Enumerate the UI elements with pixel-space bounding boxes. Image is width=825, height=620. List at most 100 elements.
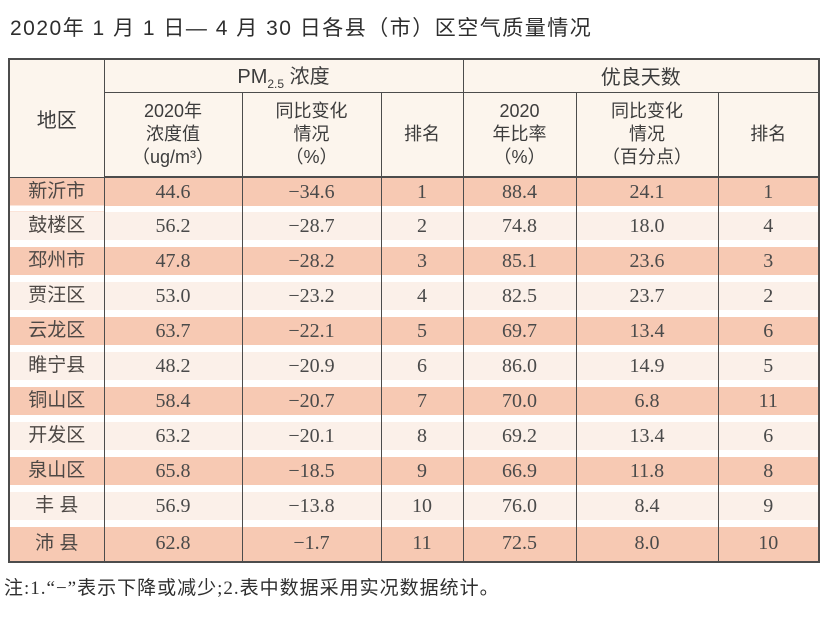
region-cell: 鼓楼区 — [8, 212, 105, 247]
good-rank-cell: 6 — [717, 317, 820, 352]
good-ratio-cell: 86.0 — [462, 352, 577, 387]
region-cell: 睢宁县 — [8, 352, 105, 387]
table-row: 邳州市 47.8 −28.2 3 85.1 23.6 3 — [8, 247, 820, 282]
pm-value-cell: 56.9 — [103, 492, 243, 527]
pm-value-cell: 47.8 — [103, 247, 243, 282]
header-pm-value: 2020年 浓度值 （ug/m³） — [103, 92, 243, 178]
pm-change-cell: −13.8 — [241, 492, 382, 527]
pm25-label-main: PM — [237, 66, 268, 89]
pm-change-cell: −20.7 — [241, 387, 382, 422]
good-change-cell: 23.7 — [575, 282, 719, 317]
good-rank-cell: 1 — [717, 177, 820, 212]
pm-change-cell: −22.1 — [241, 317, 382, 352]
pm-value-cell: 65.8 — [103, 457, 243, 492]
table-row: 睢宁县 48.2 −20.9 6 86.0 14.9 5 — [8, 352, 820, 387]
header-group-good-days: 优良天数 — [462, 59, 820, 93]
good-rank-cell: 11 — [717, 387, 820, 422]
pm-change-cell: −20.1 — [241, 422, 382, 457]
table-body: 新沂市 44.6 −34.6 1 88.4 24.1 1 鼓楼区 56.2 −2… — [8, 177, 820, 562]
pm-change-cell: −34.6 — [241, 177, 382, 212]
good-ratio-cell: 66.9 — [462, 457, 577, 492]
pm-rank-cell: 10 — [380, 492, 464, 527]
good-change-cell: 8.0 — [575, 527, 719, 562]
good-change-cell: 13.4 — [575, 317, 719, 352]
pm-rank-cell: 1 — [380, 177, 464, 212]
region-cell: 云龙区 — [8, 317, 105, 352]
table-row: 丰 县 56.9 −13.8 10 76.0 8.4 9 — [8, 492, 820, 527]
pm-rank-cell: 4 — [380, 282, 464, 317]
pm-change-cell: −1.7 — [241, 527, 382, 562]
header-good-rank: 排名 — [717, 92, 820, 178]
pm-rank-cell: 11 — [380, 527, 464, 562]
good-change-cell: 8.4 — [575, 492, 719, 527]
good-change-cell: 13.4 — [575, 422, 719, 457]
pm-value-cell: 44.6 — [103, 177, 243, 212]
pm-rank-cell: 3 — [380, 247, 464, 282]
pm-value-cell: 53.0 — [103, 282, 243, 317]
good-rank-cell: 5 — [717, 352, 820, 387]
pm-change-cell: −23.2 — [241, 282, 382, 317]
pm-change-cell: −20.9 — [241, 352, 382, 387]
good-rank-cell: 4 — [717, 212, 820, 247]
pm-value-cell: 63.2 — [103, 422, 243, 457]
pm-change-cell: −28.7 — [241, 212, 382, 247]
table-row: 开发区 63.2 −20.1 8 69.2 13.4 6 — [8, 422, 820, 457]
region-cell: 泉山区 — [8, 457, 105, 492]
pm-change-cell: −28.2 — [241, 247, 382, 282]
good-ratio-cell: 70.0 — [462, 387, 577, 422]
header-good-ratio: 2020 年比率 （%） — [462, 92, 577, 178]
pm-rank-cell: 8 — [380, 422, 464, 457]
pm-rank-cell: 2 — [380, 212, 464, 247]
pm25-label-rest: 浓度 — [284, 66, 330, 89]
good-ratio-cell: 72.5 — [462, 527, 577, 562]
header-good-change: 同比变化 情况 （百分点） — [575, 92, 719, 178]
region-cell: 开发区 — [8, 422, 105, 457]
pm-value-cell: 62.8 — [103, 527, 243, 562]
region-cell: 丰 县 — [8, 492, 105, 527]
pm-value-cell: 58.4 — [103, 387, 243, 422]
region-cell: 新沂市 — [8, 177, 105, 212]
table-row: 泉山区 65.8 −18.5 9 66.9 11.8 8 — [8, 457, 820, 492]
good-rank-cell: 2 — [717, 282, 820, 317]
header-region: 地区 — [8, 59, 105, 178]
pm-value-cell: 48.2 — [103, 352, 243, 387]
pm-rank-cell: 6 — [380, 352, 464, 387]
good-ratio-cell: 88.4 — [462, 177, 577, 212]
table-row: 贾汪区 53.0 −23.2 4 82.5 23.7 2 — [8, 282, 820, 317]
good-change-cell: 6.8 — [575, 387, 719, 422]
header-group-pm25: PM2.5 浓度 — [103, 59, 464, 93]
table-row: 沛 县 62.8 −1.7 11 72.5 8.0 10 — [8, 527, 820, 562]
good-change-cell: 14.9 — [575, 352, 719, 387]
table-row: 铜山区 58.4 −20.7 7 70.0 6.8 11 — [8, 387, 820, 422]
table-row: 鼓楼区 56.2 −28.7 2 74.8 18.0 4 — [8, 212, 820, 247]
pm-value-cell: 63.7 — [103, 317, 243, 352]
good-change-cell: 24.1 — [575, 177, 719, 212]
table-row: 云龙区 63.7 −22.1 5 69.7 13.4 6 — [8, 317, 820, 352]
good-ratio-cell: 76.0 — [462, 492, 577, 527]
good-change-cell: 18.0 — [575, 212, 719, 247]
good-rank-cell: 8 — [717, 457, 820, 492]
footnote: 注:1.“−”表示下降或减少;2.表中数据采用实况数据统计。 — [4, 578, 500, 599]
good-rank-cell: 3 — [717, 247, 820, 282]
good-ratio-cell: 85.1 — [462, 247, 577, 282]
page-title: 2020年 1 月 1 日— 4 月 30 日各县（市）区空气质量情况 — [10, 17, 593, 40]
good-change-cell: 23.6 — [575, 247, 719, 282]
table-row: 新沂市 44.6 −34.6 1 88.4 24.1 1 — [8, 177, 820, 212]
good-ratio-cell: 74.8 — [462, 212, 577, 247]
pm25-label-subscript: 2.5 — [267, 77, 285, 92]
pm-rank-cell: 5 — [380, 317, 464, 352]
good-ratio-cell: 69.2 — [462, 422, 577, 457]
pm-change-cell: −18.5 — [241, 457, 382, 492]
good-change-cell: 11.8 — [575, 457, 719, 492]
header-pm-rank: 排名 — [380, 92, 464, 178]
good-ratio-cell: 82.5 — [462, 282, 577, 317]
good-ratio-cell: 69.7 — [462, 317, 577, 352]
region-cell: 铜山区 — [8, 387, 105, 422]
pm-rank-cell: 7 — [380, 387, 464, 422]
good-rank-cell: 10 — [717, 527, 820, 562]
table-header: 地区 PM2.5 浓度 优良天数 2020年 浓度值 （ug/m³） 同比变化 … — [8, 59, 820, 178]
good-rank-cell: 9 — [717, 492, 820, 527]
region-cell: 邳州市 — [8, 247, 105, 282]
good-rank-cell: 6 — [717, 422, 820, 457]
